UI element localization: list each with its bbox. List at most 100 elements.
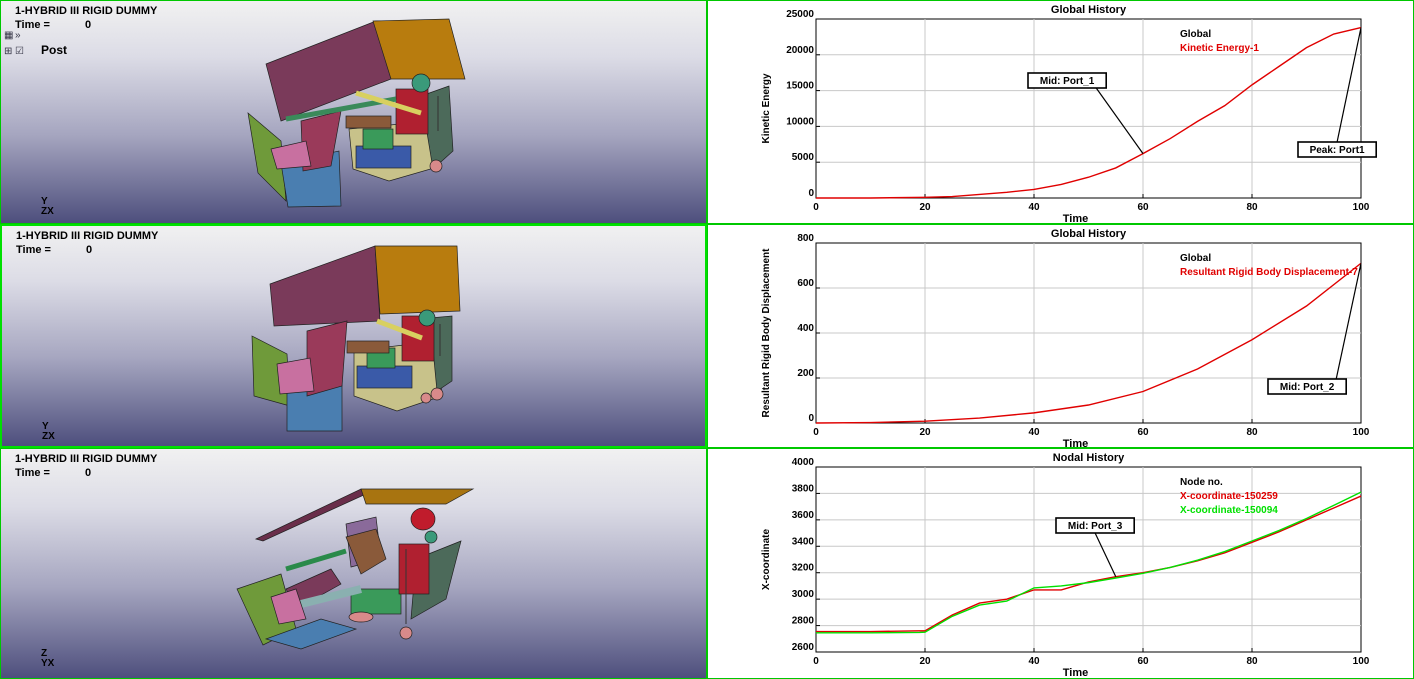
x-axis-label: Time: [1063, 438, 1088, 447]
axis-triad: Z YX: [41, 649, 54, 669]
y-tick-label: 200: [797, 368, 814, 379]
x-tick-label: 40: [1028, 427, 1040, 438]
y-tick-label: 25000: [786, 9, 814, 20]
y-axis-label: X-coordinate: [761, 529, 772, 591]
y-tick-label: 3000: [792, 589, 815, 600]
triad-y-label: Y: [41, 658, 48, 669]
x-tick-label: 100: [1353, 202, 1370, 213]
y-tick-label: 400: [797, 323, 814, 334]
triad-z-label: Z: [42, 431, 49, 442]
dummy-model-render: [251, 245, 461, 432]
y-tick-label: 10000: [786, 116, 814, 127]
y-tick-label: 0: [808, 413, 814, 424]
chart-kinetic-energy: Global History 0 20 40 60 80 100 0 5000 10000 1500…: [761, 4, 1377, 223]
x-tick-label: 100: [1353, 656, 1370, 667]
axis-triad: Y ZX: [41, 197, 54, 217]
triad-z-label: Z: [41, 206, 48, 217]
viewport-3[interactable]: 1-HYBRID III RIGID DUMMY Time = 0 Z YX: [0, 448, 707, 679]
legend-header: Global: [1180, 253, 1211, 264]
plot-frame: [815, 18, 1362, 199]
annotation-leader: [1335, 263, 1362, 380]
y-tick-label: 20000: [786, 45, 814, 56]
y-tick-label: 600: [797, 278, 814, 289]
double-chevron-icon[interactable]: »: [15, 30, 21, 41]
chart-title: Nodal History: [1053, 452, 1125, 464]
plot-frame: [815, 466, 1362, 653]
x-tick-label: 60: [1137, 656, 1149, 667]
grid-icon[interactable]: ⊞: [4, 46, 13, 57]
time-value: 0: [86, 244, 93, 256]
series-line: [816, 491, 1362, 634]
dummy-model-render: [247, 18, 466, 208]
viewport-title: 1-HYBRID III RIGID DUMMY: [15, 5, 158, 17]
annotation-leader: [1094, 532, 1117, 577]
legend-header: Global: [1180, 29, 1211, 40]
legend-header: Node no.: [1180, 477, 1223, 488]
chart-x-coordinate: Nodal History 0 20 40 60 80 100 2600 2800 3000 320…: [761, 452, 1370, 678]
x-tick-label: 60: [1137, 427, 1149, 438]
x-tick-label: 20: [919, 656, 931, 667]
viewport-1[interactable]: 1-HYBRID III RIGID DUMMY Time = 0 ▦ » ⊞ …: [0, 0, 707, 224]
x-tick-label: 0: [813, 656, 819, 667]
annotation-label: Mid: Port_3: [1068, 521, 1123, 532]
series-line: [816, 495, 1362, 633]
x-tick-label: 80: [1246, 202, 1258, 213]
annotation-leader: [1336, 27, 1362, 143]
legend-entry: X-coordinate-150259: [1180, 491, 1278, 502]
plot-pane-1[interactable]: Global History 0 20 40 60 80 100 0 5000 10000 1500…: [707, 0, 1414, 224]
y-tick-label: 4000: [792, 457, 815, 468]
time-value: 0: [85, 467, 92, 479]
legend-entry: Resultant Rigid Body Displacement-7: [1180, 267, 1358, 278]
annotation-label: Mid: Port_2: [1280, 382, 1335, 393]
y-tick-label: 3600: [792, 510, 815, 521]
triad-x-label: X: [47, 658, 55, 669]
annotation-leader: [1095, 87, 1144, 154]
triad-z-label: Z: [41, 648, 48, 659]
legend-entry: X-coordinate-150094: [1180, 505, 1278, 516]
dummy-model-render: [236, 488, 475, 650]
series-line: [815, 262, 1362, 424]
y-tick-label: 3400: [792, 536, 815, 547]
post-label: Post: [41, 43, 68, 57]
viewport-2[interactable]: 1-HYBRID III RIGID DUMMY Time = 0 Y ZX: [0, 224, 707, 448]
chart-rigid-body-displacement: Global History 0 20 40 60 80 100 0 200 400 600 800 T…: [761, 228, 1370, 447]
y-axis-label: Kinetic Energy: [761, 73, 772, 143]
annotation-box: [1297, 141, 1377, 158]
x-axis-label: Time: [1063, 667, 1088, 678]
viewport-title: 1-HYBRID III RIGID DUMMY: [16, 230, 159, 242]
y-axis-label: Resultant Rigid Body Displacement: [761, 248, 772, 418]
checkbox-icon[interactable]: ☑: [15, 46, 24, 57]
triad-y-label: Y: [42, 421, 49, 432]
time-label: Time =: [15, 19, 50, 31]
plot-pane-3[interactable]: Nodal History 0 20 40 60 80 100 2600 2800 3000 320…: [707, 448, 1414, 679]
x-tick-label: 80: [1246, 656, 1258, 667]
view-list-icon[interactable]: ▦: [4, 30, 14, 41]
chart-title: Global History: [1051, 4, 1127, 16]
annotation-box: [1055, 517, 1135, 534]
triad-x-label: X: [47, 206, 54, 217]
y-tick-label: 2600: [792, 642, 815, 653]
time-label: Time =: [15, 467, 50, 479]
annotation-box: [1027, 72, 1107, 89]
y-tick-label: 800: [797, 233, 814, 244]
x-tick-label: 40: [1028, 202, 1040, 213]
x-tick-label: 100: [1353, 427, 1370, 438]
y-tick-label: 15000: [786, 81, 814, 92]
axis-triad: Y ZX: [42, 422, 55, 442]
x-tick-label: 40: [1028, 656, 1040, 667]
plot-pane-2[interactable]: Global History 0 20 40 60 80 100 0 200 400 600 800 T…: [707, 224, 1414, 448]
y-tick-label: 0: [808, 188, 814, 199]
x-tick-label: 0: [813, 427, 819, 438]
y-tick-label: 3200: [792, 563, 815, 574]
series-line: [816, 26, 1362, 199]
time-value: 0: [85, 19, 92, 31]
x-tick-label: 60: [1137, 202, 1149, 213]
x-axis-label: Time: [1063, 213, 1088, 223]
annotation-label: Mid: Port_1: [1040, 76, 1095, 87]
triad-y-label: Y: [41, 196, 48, 207]
annotation-label: Peak: Port1: [1310, 145, 1365, 156]
y-tick-label: 2800: [792, 616, 815, 627]
time-label: Time =: [16, 244, 51, 256]
triad-x-label: X: [48, 431, 55, 442]
x-tick-label: 20: [919, 202, 931, 213]
